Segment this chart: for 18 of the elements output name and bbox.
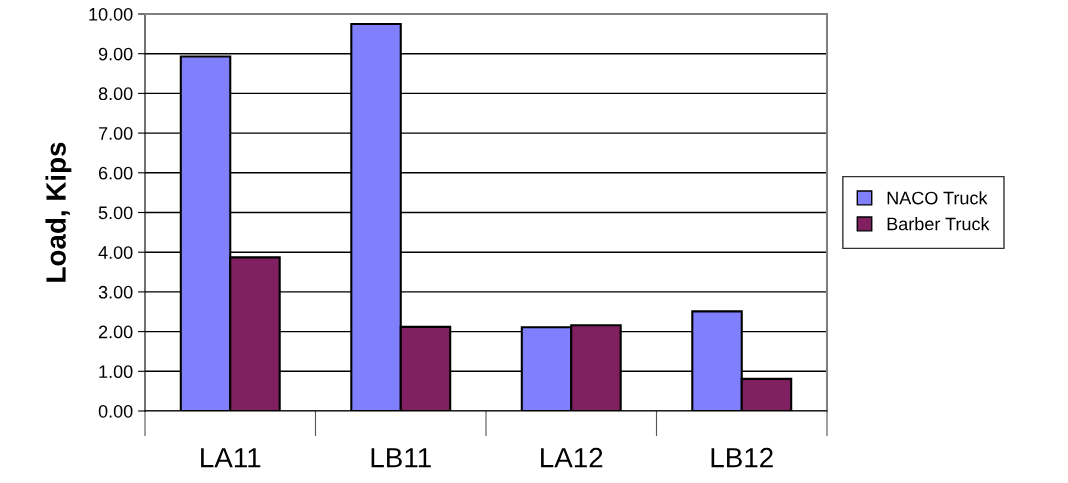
y-axis-title: Load, Kips <box>45 142 72 282</box>
y-tick-label: 5.00 <box>98 206 133 220</box>
x-tick-label: LB12 <box>711 447 773 468</box>
y-tick-label: 2.00 <box>98 325 133 339</box>
x-tick-label: LA12 <box>541 447 603 468</box>
legend-label: NACO Truck <box>887 191 988 205</box>
y-tick-label: 0.00 <box>98 404 133 418</box>
x-tick-label: LA11 <box>201 448 261 468</box>
y-tick-label: 8.00 <box>98 87 133 101</box>
y-tick-label: 1.00 <box>99 365 133 379</box>
y-tick-label: 9.00 <box>98 47 133 61</box>
y-tick-label: 6.00 <box>98 166 133 180</box>
y-tick-label: 7.00 <box>98 127 133 140</box>
y-tick-label: 3.00 <box>98 285 133 299</box>
y-tick-label: 4.00 <box>98 246 133 259</box>
legend-label: Barber Truck <box>887 217 990 231</box>
y-tick-label: 10.00 <box>89 7 133 21</box>
x-tick-label: LB11 <box>371 448 431 468</box>
